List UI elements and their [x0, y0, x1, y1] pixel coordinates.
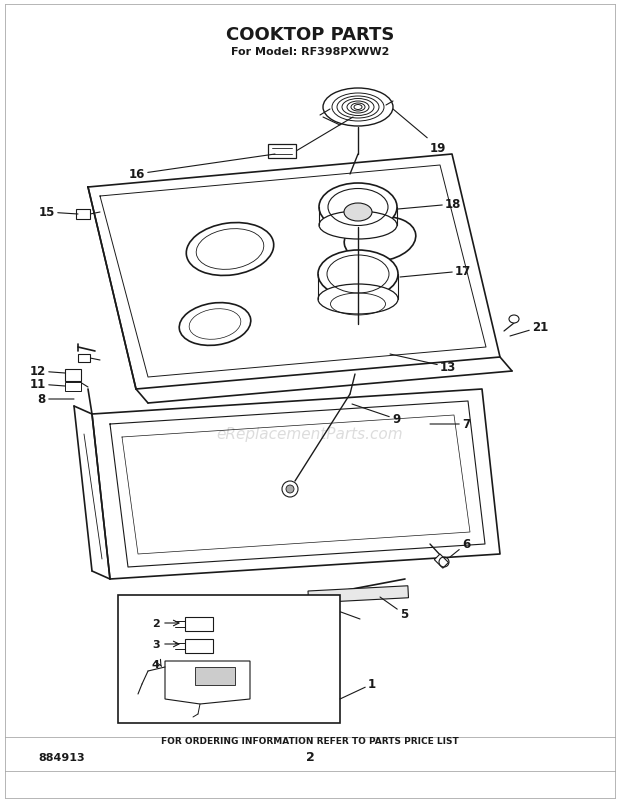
Text: 12: 12 [30, 365, 65, 378]
Text: 8: 8 [38, 393, 74, 406]
Text: 1: 1 [340, 678, 376, 699]
Text: 21: 21 [510, 321, 548, 336]
Text: eReplacementParts.com: eReplacementParts.com [216, 427, 404, 442]
Circle shape [282, 482, 298, 497]
Text: 884913: 884913 [38, 752, 84, 762]
Bar [76, 210, 90, 220]
Text: 2: 2 [306, 751, 314, 764]
Ellipse shape [318, 251, 398, 299]
Bar [268, 145, 296, 159]
Ellipse shape [319, 212, 397, 240]
Text: 19: 19 [393, 110, 446, 154]
Ellipse shape [319, 184, 397, 232]
Ellipse shape [344, 218, 416, 262]
Text: For Model: RF398PXWW2: For Model: RF398PXWW2 [231, 47, 389, 57]
Text: 7: 7 [430, 418, 470, 431]
Bar [78, 355, 90, 362]
Bar [185, 618, 213, 631]
Text: 3: 3 [152, 639, 159, 649]
Text: 9: 9 [352, 405, 401, 426]
Polygon shape [88, 155, 500, 389]
Text: 18: 18 [398, 198, 461, 211]
Polygon shape [165, 661, 250, 704]
Bar [65, 369, 81, 381]
Circle shape [286, 485, 294, 493]
Text: 5: 5 [380, 597, 408, 621]
Bar [308, 586, 409, 603]
Bar [65, 382, 81, 392]
Text: COOKTOP PARTS: COOKTOP PARTS [226, 26, 394, 44]
Text: 6: 6 [450, 538, 470, 557]
Bar [118, 595, 340, 723]
Text: 4: 4 [152, 659, 160, 669]
Polygon shape [92, 389, 500, 579]
Bar [185, 639, 213, 653]
Bar [195, 667, 235, 685]
Text: 15: 15 [38, 206, 78, 219]
Ellipse shape [186, 223, 273, 276]
Text: FOR ORDERING INFORMATION REFER TO PARTS PRICE LIST: FOR ORDERING INFORMATION REFER TO PARTS … [161, 736, 459, 745]
Ellipse shape [344, 204, 372, 222]
Text: 13: 13 [390, 355, 456, 374]
Text: 16: 16 [128, 155, 275, 181]
Bar [435, 554, 448, 569]
Ellipse shape [509, 316, 519, 324]
Ellipse shape [318, 284, 398, 315]
Text: 2: 2 [152, 618, 160, 628]
Ellipse shape [179, 304, 250, 346]
Text: 11: 11 [30, 378, 65, 391]
Text: 17: 17 [400, 265, 471, 278]
